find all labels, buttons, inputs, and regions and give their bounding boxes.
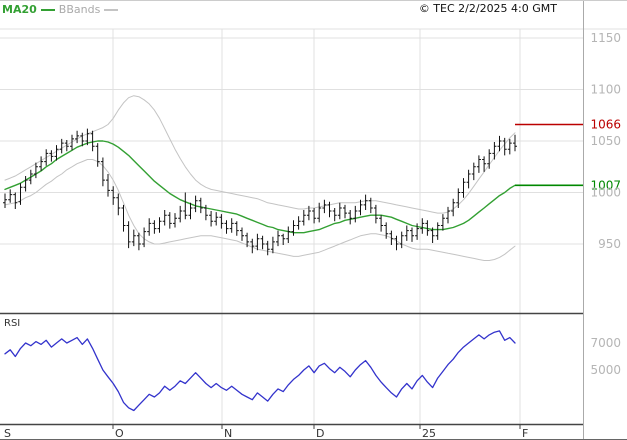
month-label: S bbox=[4, 427, 11, 440]
level-price-label: 1066 bbox=[590, 118, 621, 132]
level-price-label: 1007 bbox=[590, 178, 621, 192]
month-label: N bbox=[224, 427, 232, 440]
rsi-tick-label: 5000 bbox=[590, 363, 621, 377]
month-label: D bbox=[316, 427, 324, 440]
rsi-tick-label: 7000 bbox=[590, 336, 621, 350]
price-tick-label: 1150 bbox=[590, 31, 621, 45]
ohlc-bars bbox=[3, 128, 517, 256]
bollinger-lower-line bbox=[4, 159, 516, 261]
month-label: 25 bbox=[422, 427, 436, 440]
bbands-line-swatch bbox=[104, 9, 119, 11]
ma20-line-swatch bbox=[40, 9, 55, 11]
price-tick-label: 1000 bbox=[590, 186, 621, 200]
rsi-panel-label: RSI bbox=[4, 318, 21, 329]
legend-bbands-label: BBands bbox=[58, 3, 101, 16]
price-tick-label: 1100 bbox=[590, 83, 621, 97]
rsi-line bbox=[4, 330, 516, 412]
bollinger-upper-line bbox=[4, 95, 516, 214]
month-label: O bbox=[115, 427, 124, 440]
ma20-line bbox=[4, 140, 516, 234]
price-tick-label: 950 bbox=[598, 237, 621, 251]
month-label: F bbox=[522, 427, 528, 440]
legend-ma20-label: MA20 bbox=[2, 3, 37, 16]
price-tick-label: 1050 bbox=[590, 134, 621, 148]
copyright-text: © TEC 2/2/2025 4:0 GMT bbox=[418, 2, 557, 15]
chart-legend: MA20 BBands bbox=[2, 3, 119, 17]
